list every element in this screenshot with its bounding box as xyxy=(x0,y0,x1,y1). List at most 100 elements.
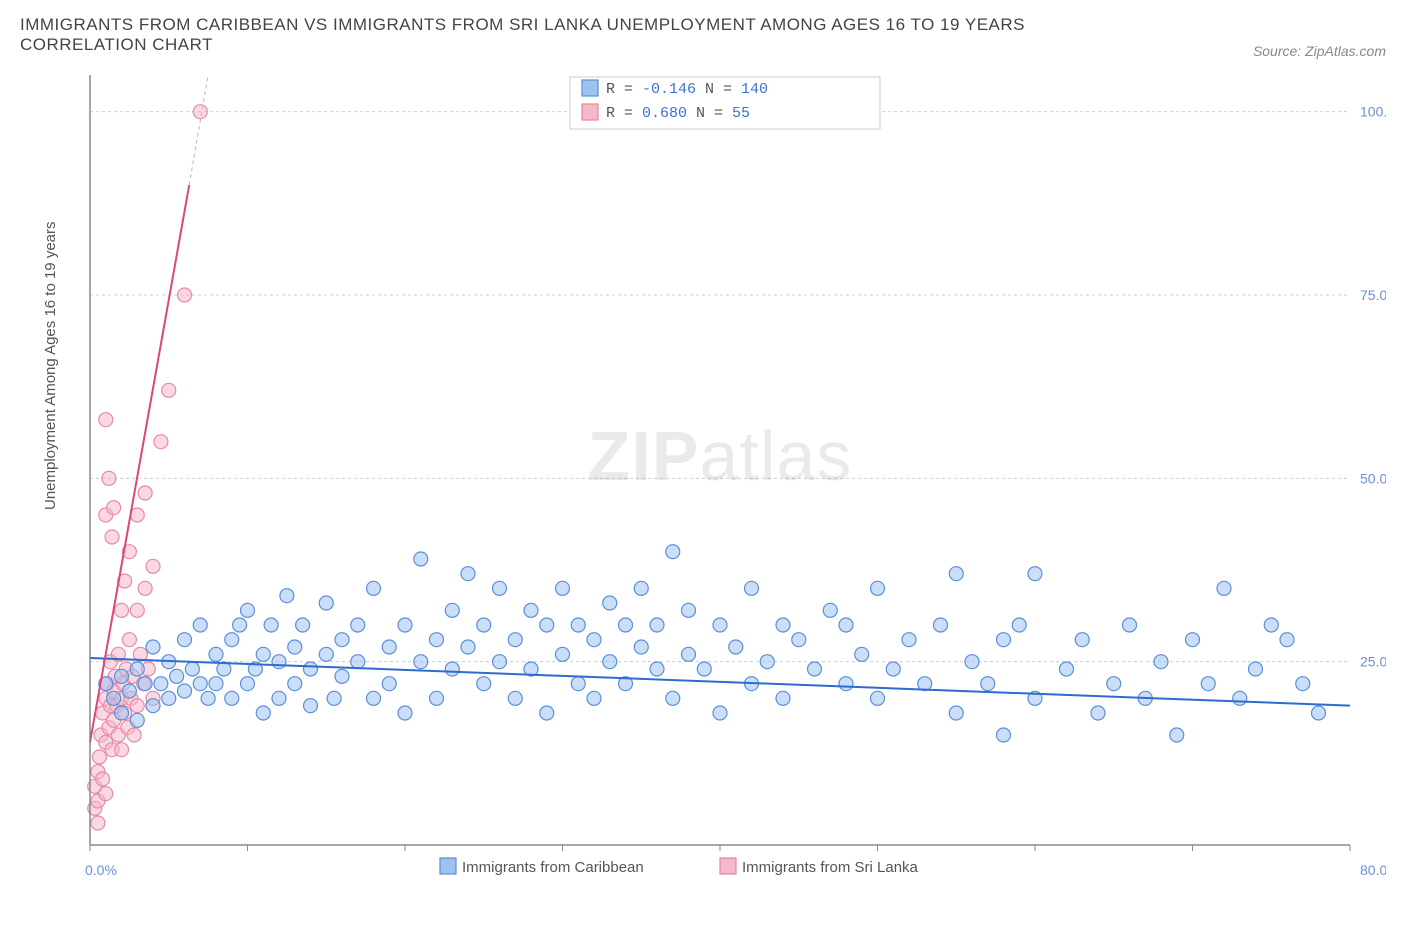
data-point-blue xyxy=(1264,618,1278,632)
data-point-blue xyxy=(296,618,310,632)
data-point-blue xyxy=(871,691,885,705)
data-point-blue xyxy=(902,633,916,647)
data-point-blue xyxy=(1028,567,1042,581)
data-point-pink xyxy=(138,486,152,500)
data-point-blue xyxy=(414,655,428,669)
data-point-blue xyxy=(776,691,790,705)
x-label-right: 80.0% xyxy=(1360,862,1386,878)
data-point-blue xyxy=(185,662,199,676)
data-point-blue xyxy=(886,662,900,676)
data-point-blue xyxy=(288,640,302,654)
legend-label-bottom: Immigrants from Sri Lanka xyxy=(742,859,919,876)
data-point-blue xyxy=(130,713,144,727)
data-point-blue xyxy=(493,581,507,595)
legend-swatch-bottom xyxy=(440,858,456,874)
data-point-blue xyxy=(209,677,223,691)
data-point-blue xyxy=(1091,706,1105,720)
data-point-blue xyxy=(650,618,664,632)
data-point-blue xyxy=(264,618,278,632)
data-point-blue xyxy=(792,633,806,647)
data-point-blue xyxy=(414,552,428,566)
data-point-blue xyxy=(603,596,617,610)
data-point-blue xyxy=(1280,633,1294,647)
chart-header: IMMIGRANTS FROM CARIBBEAN VS IMMIGRANTS … xyxy=(20,15,1386,55)
data-point-blue xyxy=(130,662,144,676)
data-point-blue xyxy=(335,669,349,683)
x-label-left: 0.0% xyxy=(85,862,117,878)
data-point-blue xyxy=(839,618,853,632)
legend-swatch-bottom xyxy=(720,858,736,874)
data-point-blue xyxy=(445,662,459,676)
data-point-blue xyxy=(697,662,711,676)
data-point-blue xyxy=(713,706,727,720)
data-point-blue xyxy=(430,691,444,705)
data-point-pink xyxy=(105,530,119,544)
data-point-pink xyxy=(122,633,136,647)
data-point-blue xyxy=(146,640,160,654)
data-point-blue xyxy=(319,647,333,661)
data-point-blue xyxy=(225,633,239,647)
data-point-blue xyxy=(233,618,247,632)
data-point-blue xyxy=(327,691,341,705)
data-point-pink xyxy=(92,750,106,764)
data-point-blue xyxy=(170,669,184,683)
data-point-blue xyxy=(823,603,837,617)
data-point-pink xyxy=(115,603,129,617)
data-point-blue xyxy=(776,618,790,632)
data-point-blue xyxy=(122,684,136,698)
data-point-blue xyxy=(225,691,239,705)
source-attribution: Source: ZipAtlas.com xyxy=(1253,43,1386,59)
data-point-blue xyxy=(603,655,617,669)
data-point-blue xyxy=(256,647,270,661)
data-point-blue xyxy=(477,677,491,691)
data-point-pink xyxy=(162,383,176,397)
data-point-blue xyxy=(288,677,302,691)
data-point-blue xyxy=(1201,677,1215,691)
data-point-blue xyxy=(808,662,822,676)
data-point-blue xyxy=(280,589,294,603)
data-point-pink xyxy=(138,581,152,595)
data-point-blue xyxy=(154,677,168,691)
data-point-blue xyxy=(745,581,759,595)
data-point-blue xyxy=(209,647,223,661)
data-point-blue xyxy=(524,603,538,617)
data-point-blue xyxy=(382,640,396,654)
data-point-blue xyxy=(1249,662,1263,676)
data-point-pink xyxy=(91,816,105,830)
data-point-blue xyxy=(540,618,554,632)
data-point-pink xyxy=(154,435,168,449)
data-point-blue xyxy=(571,618,585,632)
data-point-blue xyxy=(1233,691,1247,705)
data-point-blue xyxy=(445,603,459,617)
legend-swatch xyxy=(582,104,598,120)
data-point-blue xyxy=(256,706,270,720)
data-point-blue xyxy=(1012,618,1026,632)
data-point-blue xyxy=(1107,677,1121,691)
data-point-blue xyxy=(949,567,963,581)
legend-entry: R = 0.680 N = 55 xyxy=(606,105,750,122)
data-point-blue xyxy=(115,669,129,683)
data-point-blue xyxy=(1217,581,1231,595)
data-point-pink xyxy=(107,501,121,515)
legend-entry: R = -0.146 N = 140 xyxy=(606,81,768,98)
data-point-blue xyxy=(107,691,121,705)
data-point-blue xyxy=(115,706,129,720)
data-point-blue xyxy=(461,567,475,581)
data-point-blue xyxy=(587,691,601,705)
data-point-blue xyxy=(1186,633,1200,647)
data-point-blue xyxy=(398,706,412,720)
data-point-blue xyxy=(666,691,680,705)
data-point-pink xyxy=(102,471,116,485)
data-point-blue xyxy=(1296,677,1310,691)
legend-swatch xyxy=(582,80,598,96)
data-point-blue xyxy=(855,647,869,661)
data-point-blue xyxy=(1154,655,1168,669)
y-tick-label: 50.0% xyxy=(1360,470,1386,486)
data-point-blue xyxy=(965,655,979,669)
chart-title: IMMIGRANTS FROM CARIBBEAN VS IMMIGRANTS … xyxy=(20,15,1120,55)
data-point-blue xyxy=(398,618,412,632)
chart-container: 25.0%50.0%75.0%100.0%ZIPatlas0.0%80.0%Un… xyxy=(20,65,1386,915)
data-point-blue xyxy=(839,677,853,691)
y-tick-label: 25.0% xyxy=(1360,654,1386,670)
data-point-blue xyxy=(619,618,633,632)
